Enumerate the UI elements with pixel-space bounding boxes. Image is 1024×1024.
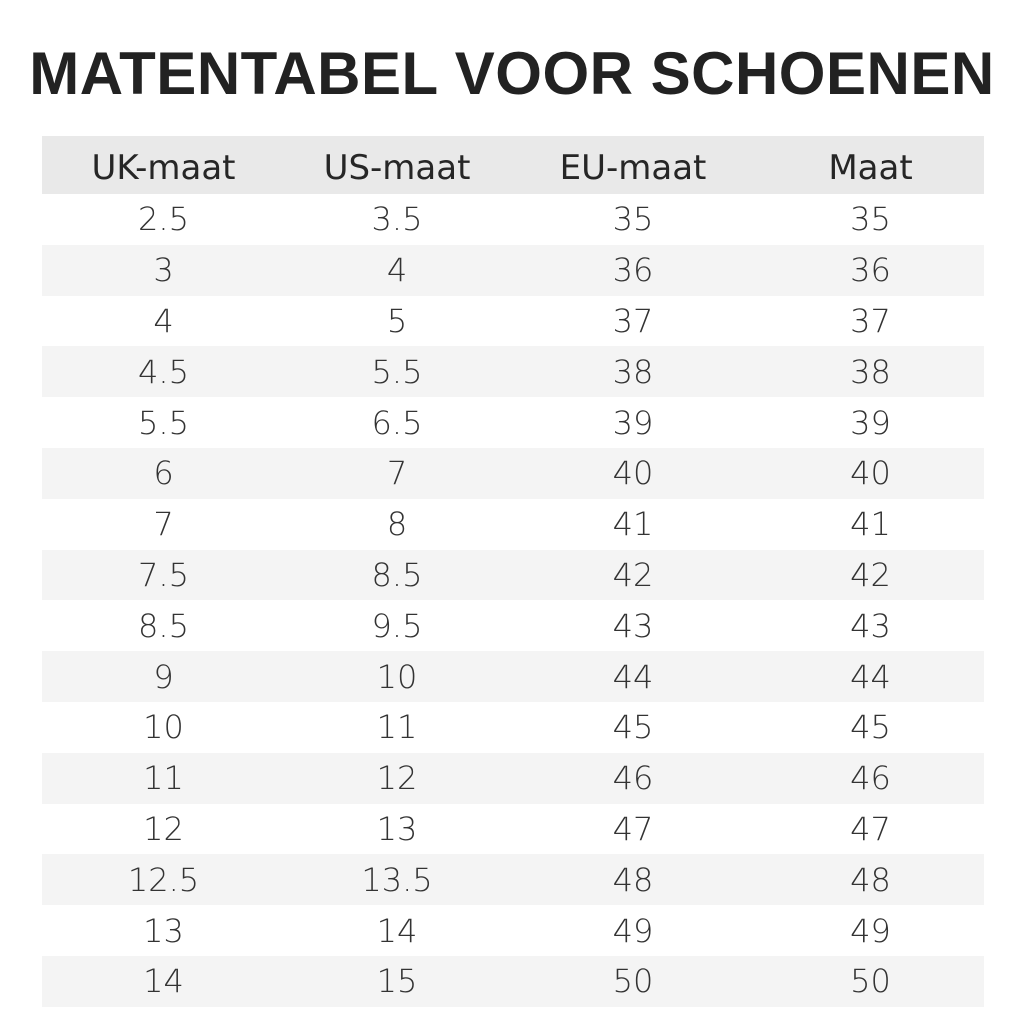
uk-size-cell: 4.5 [138, 352, 189, 391]
uk-size-cell: 8.5 [138, 606, 189, 645]
header-size: Maat [828, 148, 913, 188]
page-title: MATENTABEL VOOR SCHOENEN [29, 40, 995, 107]
size-cell: 36 [850, 251, 891, 290]
size-cell: 50 [850, 962, 891, 1001]
table-header-row: UK-maat US-maat EU-maat Maat [42, 136, 984, 194]
size-cell: 40 [850, 454, 891, 493]
us-size-cell: 13 [376, 809, 418, 848]
us-size-cell: 5.5 [371, 352, 423, 391]
table-row: 3 4 36 36 [42, 244, 984, 296]
header-us-size: US-maat [323, 148, 471, 188]
eu-size-cell: 45 [612, 708, 654, 747]
uk-size-cell: 13 [143, 911, 184, 950]
uk-size-cell: 14 [143, 962, 184, 1001]
eu-size-cell: 35 [612, 200, 654, 239]
header-uk-size: UK-maat [91, 148, 236, 188]
eu-size-cell: 43 [612, 606, 654, 645]
uk-size-cell: 3 [153, 251, 174, 290]
table-row: 7.5 8.5 42 42 [42, 549, 984, 601]
eu-size-cell: 49 [612, 911, 654, 950]
us-size-cell: 4 [386, 251, 408, 290]
size-cell: 37 [850, 301, 891, 340]
eu-size-cell: 37 [612, 301, 654, 340]
table-row: 4 5 37 37 [42, 296, 984, 347]
size-cell: 43 [850, 606, 891, 645]
uk-size-cell: 12 [143, 809, 184, 848]
us-size-cell: 7 [386, 454, 408, 493]
table-row: 11 12 46 46 [42, 752, 984, 804]
us-size-cell: 12 [376, 759, 418, 798]
table-row: 14 15 50 50 [42, 955, 984, 1007]
header-eu-size: EU-maat [559, 148, 707, 188]
uk-size-cell: 9 [153, 657, 174, 696]
eu-size-cell: 46 [612, 759, 654, 798]
uk-size-cell: 7 [153, 505, 174, 544]
size-cell: 35 [850, 200, 891, 239]
eu-size-cell: 40 [612, 454, 654, 493]
us-size-cell: 5 [386, 301, 408, 340]
table-row: 4.5 5.5 38 38 [42, 346, 984, 398]
uk-size-cell: 4 [153, 301, 174, 340]
eu-size-cell: 38 [612, 352, 654, 391]
size-cell: 44 [850, 657, 891, 696]
table-row: 7 8 41 41 [42, 499, 984, 550]
us-size-cell: 9.5 [371, 606, 423, 645]
uk-size-cell: 12.5 [127, 860, 200, 899]
size-cell: 42 [850, 555, 891, 594]
uk-size-cell: 7.5 [138, 555, 189, 594]
us-size-cell: 14 [376, 911, 418, 950]
size-cell: 41 [850, 505, 891, 544]
size-cell: 38 [850, 352, 891, 391]
table-row: 8.5 9.5 43 43 [42, 600, 984, 651]
size-cell: 49 [850, 911, 891, 950]
table-row: 10 11 45 45 [42, 702, 984, 753]
table-row: 13 14 49 49 [42, 905, 984, 956]
us-size-cell: 3.5 [371, 200, 423, 239]
uk-size-cell: 10 [143, 708, 184, 747]
table-body: 2.5 3.5 35 35 3 4 36 36 4 5 37 37 4.5 5.5 38 38 5.5 6.5 39… [42, 194, 984, 1007]
us-size-cell: 10 [376, 657, 418, 696]
uk-size-cell: 6 [153, 454, 174, 493]
eu-size-cell: 48 [612, 860, 654, 899]
table-row: 9 10 44 44 [42, 651, 984, 702]
table-row: 6 7 40 40 [42, 447, 984, 499]
uk-size-cell: 2.5 [138, 200, 189, 239]
us-size-cell: 8 [386, 505, 408, 544]
uk-size-cell: 11 [143, 759, 184, 798]
eu-size-cell: 41 [612, 505, 654, 544]
eu-size-cell: 39 [612, 403, 654, 442]
us-size-cell: 15 [376, 962, 418, 1001]
size-cell: 39 [850, 403, 891, 442]
table-row: 12.5 13.5 48 48 [42, 854, 984, 906]
size-cell: 45 [850, 708, 891, 747]
size-cell: 48 [850, 860, 891, 899]
table-row: 12 13 47 47 [42, 804, 984, 855]
eu-size-cell: 50 [612, 962, 654, 1001]
eu-size-cell: 42 [612, 555, 654, 594]
us-size-cell: 8.5 [371, 555, 423, 594]
table-row: 2.5 3.5 35 35 [42, 194, 984, 245]
us-size-cell: 13.5 [361, 860, 433, 899]
eu-size-cell: 47 [612, 809, 654, 848]
us-size-cell: 11 [376, 708, 418, 747]
size-cell: 46 [850, 759, 891, 798]
size-table: UK-maat US-maat EU-maat Maat 2.5 3.5 35 35 3… [42, 136, 984, 1007]
eu-size-cell: 44 [612, 657, 654, 696]
uk-size-cell: 5.5 [138, 403, 189, 442]
eu-size-cell: 36 [612, 251, 654, 290]
size-cell: 47 [850, 809, 891, 848]
table-row: 5.5 6.5 39 39 [42, 397, 984, 448]
us-size-cell: 6.5 [371, 403, 423, 442]
